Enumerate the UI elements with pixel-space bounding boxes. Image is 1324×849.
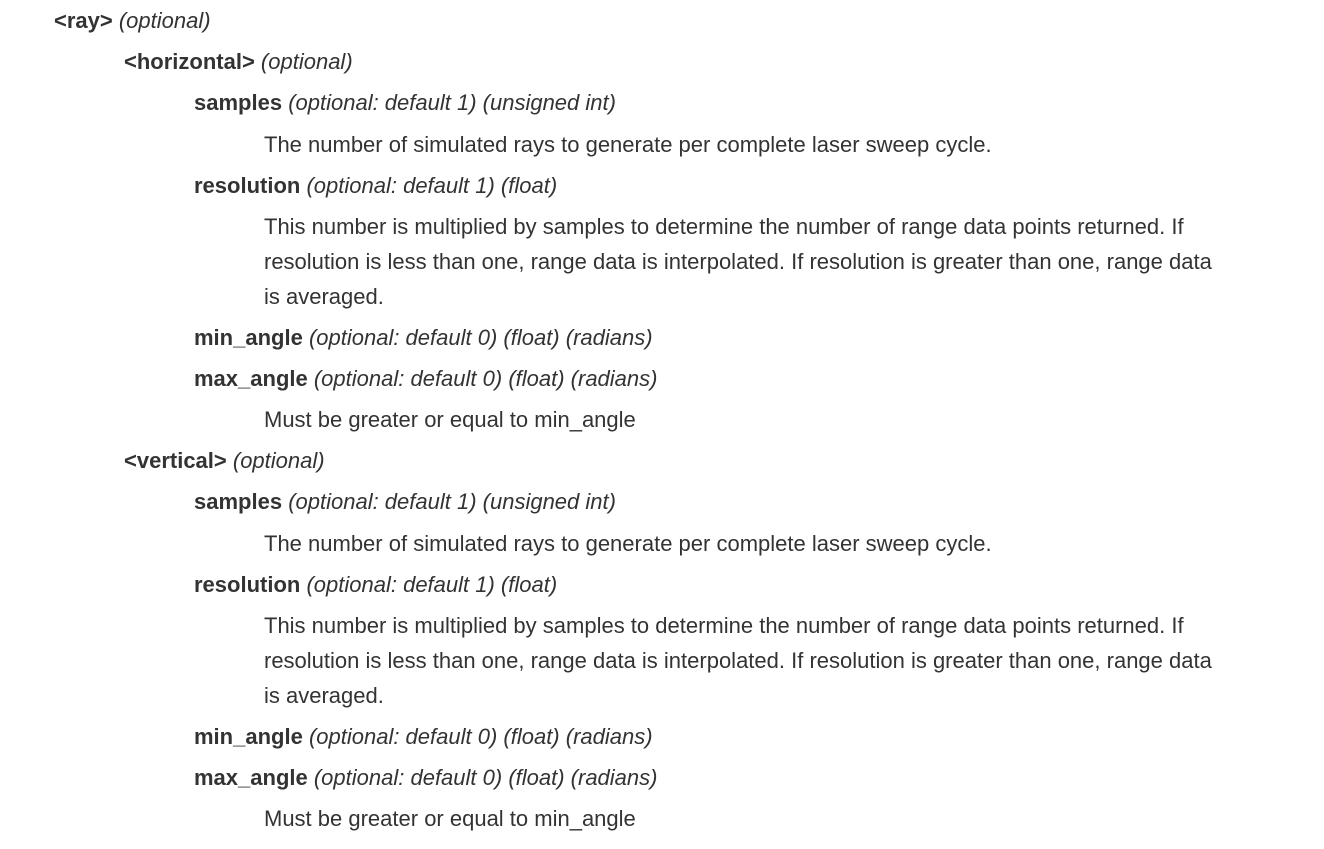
element-attrs: (optional) [232,448,325,473]
element-name: max_angle [194,366,308,391]
element-attrs: (optional: default 1) (unsigned int) [288,489,616,514]
vertical-resolution-heading: resolution (optional: default 1) (float) [194,572,557,598]
vertical-max-angle-heading: max_angle (optional: default 0) (float) … [194,765,657,791]
horizontal-samples-heading: samples (optional: default 1) (unsigned … [194,90,616,116]
element-name: max_angle [194,765,308,790]
element-name: resolution [194,173,301,198]
element-attrs: (optional: default 0) (float) (radians) [308,724,653,749]
element-attrs: (optional) [260,49,353,74]
element-attrs: (optional) [118,8,211,33]
element-name: min_angle [194,724,303,749]
element-attrs: (optional: default 1) (float) [306,173,558,198]
horizontal-element-heading: <horizontal> (optional) [124,49,353,75]
element-name: samples [194,489,283,514]
element-name: resolution [194,572,301,597]
horizontal-resolution-description: This number is multiplied by samples to … [264,214,1212,309]
element-attrs: (optional: default 0) (float) (radians) [308,325,653,350]
element-name: <horizontal> [124,49,255,74]
horizontal-min-angle-heading: min_angle (optional: default 0) (float) … [194,325,653,351]
element-attrs: (optional: default 0) (float) (radians) [313,765,658,790]
ray-element-heading: <ray> (optional) [54,8,211,34]
horizontal-max-angle-heading: max_angle (optional: default 0) (float) … [194,366,657,392]
element-name: samples [194,90,283,115]
element-name: <vertical> [124,448,227,473]
horizontal-samples-description: The number of simulated rays to generate… [264,132,992,157]
vertical-resolution-description: This number is multiplied by samples to … [264,613,1212,708]
element-attrs: (optional: default 1) (float) [306,572,558,597]
vertical-max-angle-description: Must be greater or equal to min_angle [264,806,636,831]
element-name: <ray> [54,8,113,33]
vertical-samples-description: The number of simulated rays to generate… [264,531,992,556]
vertical-element-heading: <vertical> (optional) [124,448,325,474]
element-attrs: (optional: default 1) (unsigned int) [288,90,616,115]
vertical-min-angle-heading: min_angle (optional: default 0) (float) … [194,724,653,750]
horizontal-resolution-heading: resolution (optional: default 1) (float) [194,173,557,199]
element-name: min_angle [194,325,303,350]
vertical-samples-heading: samples (optional: default 1) (unsigned … [194,489,616,515]
element-attrs: (optional: default 0) (float) (radians) [313,366,658,391]
horizontal-max-angle-description: Must be greater or equal to min_angle [264,407,636,432]
